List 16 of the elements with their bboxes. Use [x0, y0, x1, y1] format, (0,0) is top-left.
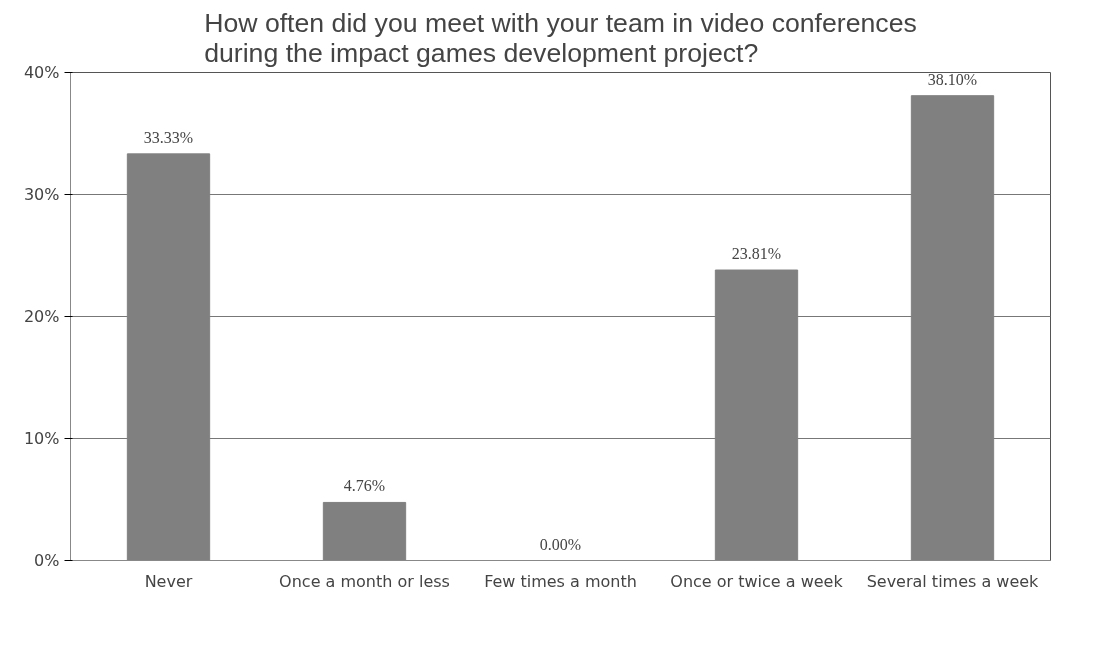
y-tick-label: 20% [23, 307, 60, 326]
x-tick-label: Several times a week [866, 571, 1040, 591]
chart-title: How often did you meet with your team in video conferences during the impact games development project? [204, 7, 917, 68]
x-tick-label: Once a month or less [279, 571, 450, 591]
data-label: 0.00% [539, 535, 582, 553]
data-label: 23.81% [731, 245, 782, 263]
y-tick-label: 30% [23, 185, 60, 204]
y-tick-label: 40% [23, 63, 60, 82]
x-tick-label: Never [144, 571, 193, 591]
x-tick-label: Few times a month [484, 571, 637, 591]
data-label: 33.33% [143, 128, 194, 146]
data-label: 4.76% [343, 477, 386, 495]
y-tick-label: 10% [23, 429, 60, 448]
y-tick-label: 0% [34, 551, 60, 570]
x-tick-label: Once or twice a week [670, 571, 844, 591]
data-label: 38.10% [927, 70, 978, 88]
